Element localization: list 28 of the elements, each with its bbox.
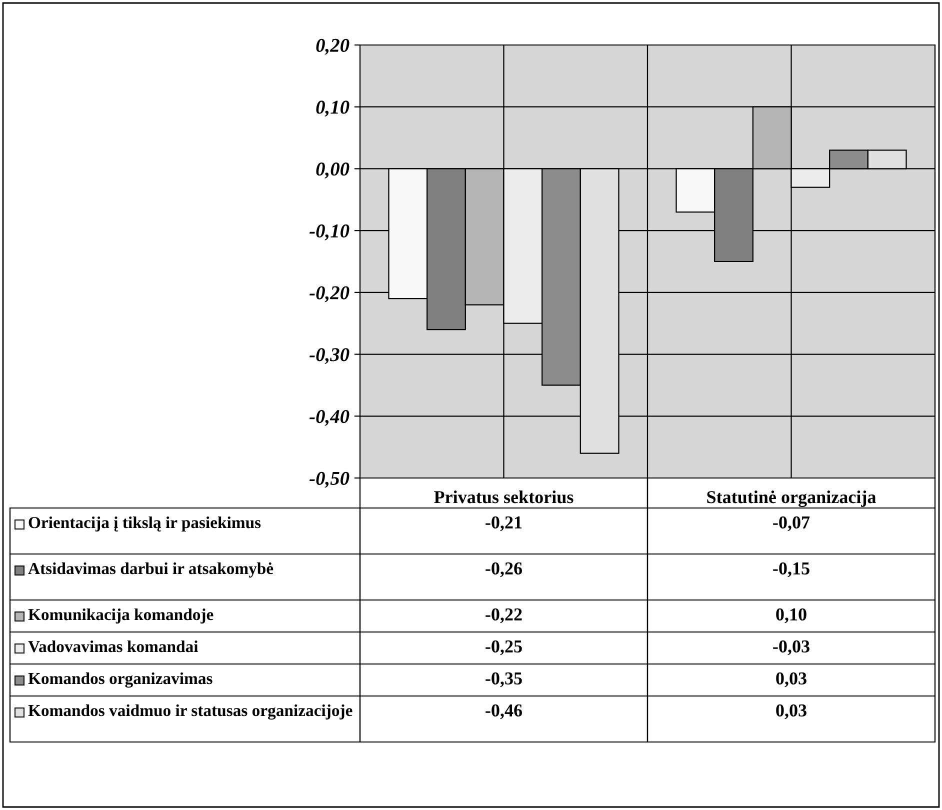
legend-label: Komandos organizavimas — [28, 672, 212, 688]
data-label: 0,10 — [776, 608, 806, 624]
y-tick-label: -0,50 — [309, 472, 350, 488]
legend-label: Komandos vaidmuo ir statusas organizacijoje — [28, 704, 352, 720]
x-tick-label: Statutinė organizacija — [707, 490, 876, 508]
data-label: -0,46 — [486, 704, 522, 720]
y-tick-label: 0,00 — [316, 162, 350, 178]
data-label: -0,07 — [773, 516, 810, 532]
y-tick-label: -0,20 — [309, 286, 350, 302]
data-label: -0,03 — [773, 640, 810, 656]
y-tick-label: 0,10 — [316, 100, 350, 117]
x-tick-label: Privatus sektorius — [434, 490, 574, 504]
y-tick-label: -0,10 — [309, 224, 350, 240]
data-label: -0,22 — [486, 608, 522, 624]
legend-label: Atsidavimas darbui ir atsakomybė — [28, 562, 274, 578]
data-label: -0,21 — [486, 516, 522, 532]
data-label: -0,15 — [773, 562, 810, 578]
data-label: 0,03 — [776, 672, 806, 688]
data-label: 0,03 — [776, 704, 806, 720]
data-label: -0,35 — [486, 672, 522, 688]
y-tick-label: -0,30 — [309, 348, 350, 364]
y-tick-label: 0,20 — [316, 38, 350, 55]
y-tick-label: -0,40 — [309, 410, 350, 426]
legend-label: Orientacija į tikslą ir pasiekimus — [28, 516, 261, 532]
data-label: -0,26 — [486, 562, 522, 578]
legend-label: Komunikacija komandoje — [28, 608, 214, 624]
data-label: -0,25 — [486, 640, 522, 656]
legend-label: Vadovavimas komandai — [28, 640, 198, 652]
